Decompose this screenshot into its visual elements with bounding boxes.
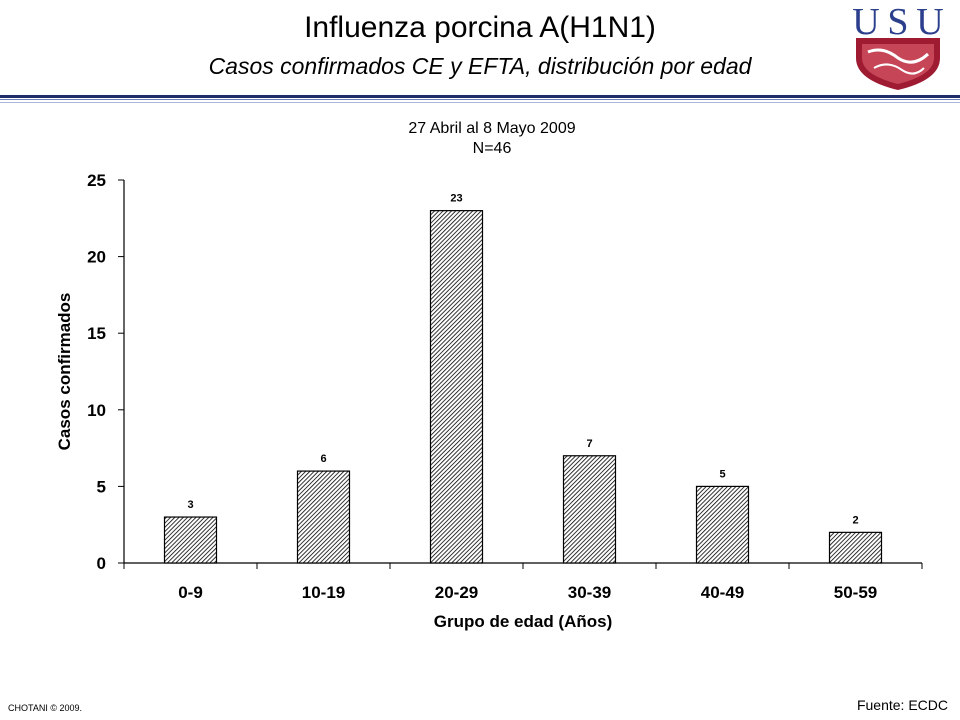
chart-subtitle-n: N=46 bbox=[472, 140, 512, 157]
data-label: 2 bbox=[852, 514, 858, 526]
title-rule-thin bbox=[0, 99, 960, 100]
data-label: 3 bbox=[187, 499, 193, 511]
y-tick-label: 20 bbox=[87, 248, 106, 267]
y-tick-label: 0 bbox=[97, 554, 106, 573]
bar-30-39 bbox=[562, 455, 617, 564]
x-tick-label: 40-49 bbox=[701, 583, 744, 602]
bar-50-59 bbox=[828, 531, 883, 564]
chart-labels: 3 0-9 6 10-19 23 20-29 7 30-39 5 40-49 2 50-59 bbox=[178, 193, 877, 602]
usu-logo: U S U bbox=[850, 0, 946, 90]
x-tick-label: 10-19 bbox=[302, 583, 345, 602]
bar-20-29 bbox=[429, 210, 484, 564]
data-label: 5 bbox=[719, 468, 725, 480]
x-tick-label: 0-9 bbox=[178, 583, 203, 602]
logo-letter-2: S bbox=[887, 1, 908, 43]
chart-subtitle-date: 27 Abril al 8 Mayo 2009 bbox=[408, 120, 576, 137]
source-footer: Fuente: ECDC bbox=[856, 697, 948, 713]
y-tick-label: 15 bbox=[87, 324, 106, 343]
x-tick-label: 30-39 bbox=[568, 583, 611, 602]
title-rule-thick bbox=[0, 95, 960, 98]
chart-bars bbox=[163, 210, 883, 564]
x-tick-label: 20-29 bbox=[435, 583, 478, 602]
data-label: 6 bbox=[320, 453, 326, 465]
x-axis-label: Grupo de edad (Años) bbox=[434, 612, 613, 631]
y-tick-label: 25 bbox=[87, 171, 106, 190]
slide-title: Influenza porcina A(H1N1) bbox=[304, 11, 656, 44]
copyright-footer: CHOTANI © 2009. bbox=[8, 703, 82, 713]
slide-subtitle: Casos confirmados CE y EFTA, distribució… bbox=[208, 53, 752, 79]
bar-10-19 bbox=[296, 470, 351, 564]
y-tick-label: 5 bbox=[97, 477, 106, 496]
title-rule-faint bbox=[0, 102, 960, 103]
x-tick-label: 50-59 bbox=[834, 583, 877, 602]
logo-letter-1: U bbox=[852, 1, 879, 43]
y-tick-label: 10 bbox=[87, 401, 106, 420]
bar-40-49 bbox=[695, 485, 750, 564]
bar-0-9 bbox=[163, 516, 218, 564]
logo-letter-3: U bbox=[916, 1, 943, 43]
data-label: 7 bbox=[586, 438, 592, 450]
data-label: 23 bbox=[450, 193, 462, 205]
y-axis-label: Casos confirmados bbox=[55, 293, 74, 451]
